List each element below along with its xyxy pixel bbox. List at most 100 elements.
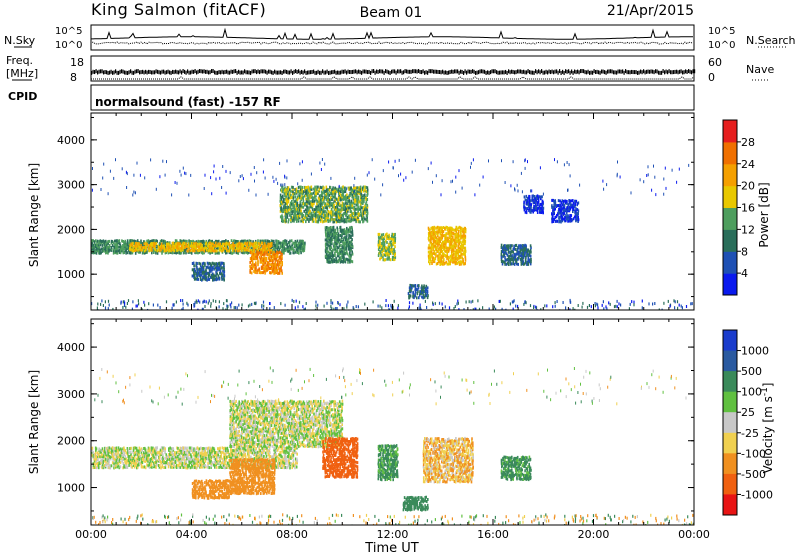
speckle-cell <box>92 167 93 170</box>
echo-cell <box>106 241 108 245</box>
echo-cell <box>222 244 224 248</box>
echo-cell <box>330 192 332 195</box>
echo-cell <box>163 244 165 248</box>
echo-cell <box>452 248 454 252</box>
echo-cell <box>362 212 365 216</box>
echo-cell <box>265 266 268 270</box>
echo-cell <box>527 252 529 256</box>
echo-cell <box>447 246 450 250</box>
freq-sample <box>148 69 150 74</box>
echo-cell <box>135 246 138 250</box>
echo-cell <box>540 202 542 206</box>
echo-cell <box>296 212 299 215</box>
echo-cell <box>380 253 382 257</box>
echo-cell <box>528 200 531 204</box>
echo-cell <box>444 245 446 249</box>
echo-cell <box>273 257 275 261</box>
clutter-cell <box>499 299 501 303</box>
echo-cell <box>201 240 203 243</box>
echo-cell <box>277 249 280 253</box>
echo-cell <box>284 188 286 192</box>
speckle-cell <box>567 188 568 192</box>
echo-cell <box>301 217 304 221</box>
speckle-cell <box>521 190 523 194</box>
speckle-cell <box>262 170 264 174</box>
echo-cell <box>296 239 299 243</box>
echo-cell <box>433 244 436 248</box>
echo-cell <box>457 252 460 256</box>
clutter-cell <box>524 300 526 304</box>
echo-cell <box>334 236 336 240</box>
speckle-cell <box>179 169 181 173</box>
echo-cell <box>346 228 349 232</box>
echo-cell <box>460 262 462 266</box>
echo-cell <box>336 241 338 245</box>
clutter-cell <box>594 302 596 305</box>
echo-cell <box>121 249 123 253</box>
echo-cell <box>171 248 173 252</box>
echo-cell <box>128 239 131 243</box>
echo-cell <box>173 249 176 253</box>
clutter-cell <box>336 307 338 310</box>
echo-cell <box>340 198 342 202</box>
echo-cell <box>98 245 100 249</box>
echo-cell <box>255 265 257 269</box>
echo-cell <box>296 204 298 208</box>
echo-cell <box>552 209 554 213</box>
echo-cell <box>500 254 503 258</box>
speckle-cell <box>639 178 641 182</box>
freq-sample <box>668 69 670 74</box>
freq-sample <box>526 70 528 75</box>
echo-cell <box>335 197 338 201</box>
echo-cell <box>431 256 434 260</box>
echo-cell <box>290 213 292 217</box>
speckle-cell <box>132 193 134 197</box>
clutter-cell <box>372 300 374 304</box>
clutter-cell <box>247 304 250 308</box>
echo-cell <box>329 201 331 205</box>
echo-cell <box>284 208 287 212</box>
echo-cell <box>310 187 313 191</box>
echo-cell <box>252 249 255 253</box>
echo-cell <box>338 190 340 194</box>
echo-cell <box>215 272 218 276</box>
clutter-cell <box>556 300 558 303</box>
clutter-cell <box>193 303 195 306</box>
echo-cell <box>194 276 196 280</box>
echo-cell <box>91 244 93 248</box>
echo-cell <box>212 266 214 270</box>
echo-cell <box>333 244 335 248</box>
echo-cell <box>416 292 419 296</box>
echo-cell <box>329 226 332 229</box>
echo-cell <box>337 213 340 217</box>
echo-cell <box>341 217 344 221</box>
echo-cell <box>301 186 304 189</box>
echo-cell <box>353 213 356 217</box>
echo-cell <box>302 190 305 194</box>
echo-cell <box>344 251 347 255</box>
echo-cell <box>268 242 271 246</box>
echo-cell <box>350 219 352 223</box>
noise-tick-bottom-right: 10^0 <box>708 40 735 51</box>
echo-cell <box>457 248 460 252</box>
echo-cell <box>113 249 115 253</box>
echo-cell <box>169 244 172 248</box>
echo-cell <box>286 202 288 206</box>
echo-cell <box>328 244 330 248</box>
echo-cell <box>297 216 300 220</box>
echo-cell <box>539 195 542 199</box>
echo-cell <box>357 217 360 221</box>
echo-cell <box>327 196 329 200</box>
clutter-cell <box>620 303 622 307</box>
echo-cell <box>217 274 220 278</box>
echo-cell <box>311 202 314 206</box>
echo-cell <box>292 241 294 245</box>
echo-cell <box>324 202 326 206</box>
echo-cell <box>327 204 330 208</box>
freq-sample <box>250 70 252 75</box>
echo-cell <box>176 241 179 245</box>
freq-sample <box>427 70 429 75</box>
echo-cell <box>327 192 330 196</box>
echo-cell <box>130 239 132 243</box>
echo-cell <box>332 220 334 224</box>
